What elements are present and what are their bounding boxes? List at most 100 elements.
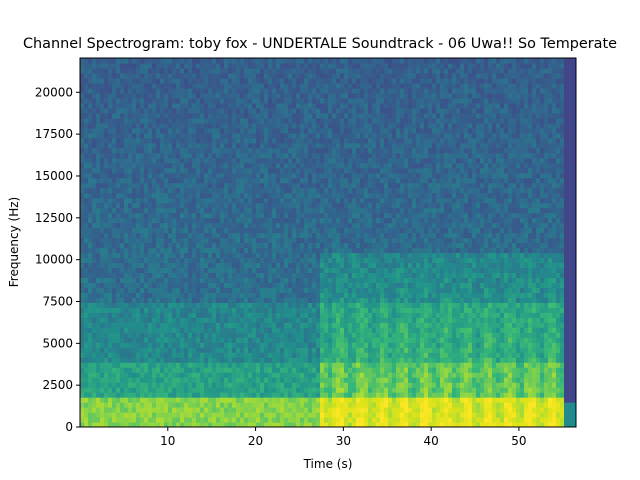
heatmap-cell	[128, 162, 133, 169]
heatmap-cell	[320, 362, 325, 368]
heatmap-cell	[152, 192, 157, 199]
heatmap-cell	[172, 137, 177, 144]
heatmap-cell	[148, 72, 153, 79]
heatmap-cell	[212, 312, 217, 318]
heatmap-cell	[152, 347, 157, 353]
heatmap-cell	[284, 187, 289, 194]
heatmap-cell	[120, 142, 125, 149]
heatmap-cell	[340, 302, 345, 308]
heatmap-cell	[204, 372, 209, 378]
heatmap-cell	[208, 307, 213, 313]
heatmap-cell	[180, 167, 185, 174]
heatmap-cell	[228, 357, 233, 363]
heatmap-cell	[264, 202, 269, 209]
heatmap-cell	[276, 422, 281, 427]
heatmap-cell	[124, 112, 129, 119]
heatmap-cell	[156, 377, 161, 383]
heatmap-cell	[296, 77, 301, 84]
heatmap-cell	[280, 97, 285, 104]
heatmap-cell	[184, 252, 189, 259]
heatmap-cell	[80, 92, 85, 99]
heatmap-cell	[212, 337, 217, 343]
heatmap-cell	[168, 272, 173, 279]
heatmap-cell	[208, 357, 213, 363]
heatmap-cell	[312, 387, 317, 393]
heatmap-cell	[216, 337, 221, 343]
heatmap-cell	[204, 392, 209, 398]
heatmap-cell	[228, 242, 233, 249]
heatmap-cell	[256, 87, 261, 94]
heatmap-cell	[168, 412, 173, 418]
heatmap-cell	[128, 157, 133, 164]
heatmap-cell	[272, 237, 277, 244]
heatmap-cell	[152, 157, 157, 164]
heatmap-cell	[256, 402, 261, 408]
heatmap-cell	[232, 157, 237, 164]
heatmap-cell	[320, 352, 325, 358]
heatmap-cell	[200, 172, 205, 179]
heatmap-cell	[252, 227, 257, 234]
heatmap-cell	[236, 142, 241, 149]
heatmap-cell	[132, 202, 137, 209]
heatmap-cell	[224, 217, 229, 224]
heatmap-cell	[104, 62, 109, 69]
heatmap-cell	[192, 202, 197, 209]
heatmap-cell	[112, 137, 117, 144]
heatmap-cell	[200, 77, 205, 84]
heatmap-cell	[140, 357, 145, 363]
heatmap-cell	[164, 97, 169, 104]
heatmap-cell	[192, 352, 197, 358]
heatmap-cell	[292, 212, 297, 219]
heatmap-cell	[120, 112, 125, 119]
heatmap-cell	[232, 187, 237, 194]
heatmap-cell	[152, 282, 157, 288]
heatmap-cell	[212, 247, 217, 254]
heatmap-cell	[220, 407, 225, 413]
heatmap-cell	[184, 312, 189, 318]
heatmap-cell	[188, 177, 193, 184]
heatmap-cell	[232, 412, 237, 418]
heatmap-cell	[132, 372, 137, 378]
heatmap-cell	[116, 202, 121, 209]
heatmap-cell	[212, 302, 217, 308]
heatmap-cell	[252, 262, 257, 269]
heatmap-cell	[88, 227, 93, 234]
heatmap-cell	[208, 147, 213, 154]
heatmap-cell	[232, 287, 237, 293]
heatmap-cell	[336, 102, 341, 109]
heatmap-cell	[256, 152, 261, 159]
heatmap-cell	[220, 152, 225, 159]
heatmap-cell	[344, 417, 349, 423]
heatmap-cell	[312, 297, 317, 303]
heatmap-cell	[152, 352, 157, 358]
heatmap-cell	[196, 132, 201, 139]
heatmap-cell	[312, 202, 317, 209]
heatmap-cell	[244, 217, 249, 224]
heatmap-cell	[328, 142, 333, 149]
heatmap-cell	[164, 157, 169, 164]
heatmap-cell	[304, 177, 309, 184]
heatmap-cell	[96, 287, 101, 293]
heatmap-cell	[128, 177, 133, 184]
heatmap-cell	[220, 92, 225, 99]
heatmap-cell	[252, 297, 257, 303]
heatmap-cell	[236, 157, 241, 164]
heatmap-cell	[156, 197, 161, 204]
heatmap-cell	[336, 107, 341, 114]
heatmap-cell	[236, 122, 241, 129]
heatmap-cell	[256, 127, 261, 134]
heatmap-cell	[292, 107, 297, 114]
heatmap-cell	[244, 417, 249, 423]
heatmap-cell	[240, 77, 245, 84]
heatmap-cell	[240, 322, 245, 328]
heatmap-cell	[200, 297, 205, 303]
heatmap-cell	[136, 242, 141, 249]
heatmap-cell	[256, 207, 261, 214]
heatmap-cell	[136, 172, 141, 179]
heatmap-cell	[348, 372, 353, 378]
heatmap-cell	[280, 347, 285, 353]
heatmap-cell	[88, 407, 93, 413]
heatmap-cell	[104, 322, 109, 328]
heatmap-cell	[240, 157, 245, 164]
heatmap-cell	[104, 192, 109, 199]
